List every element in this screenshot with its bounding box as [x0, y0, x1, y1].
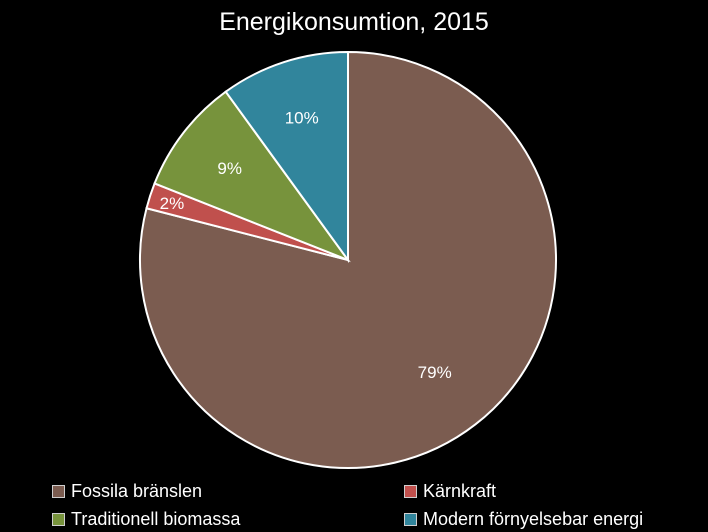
- slice-label-fossila: 79%: [418, 363, 452, 382]
- pie-slice-fornyelsebar: [224, 50, 349, 264]
- slice-label-fornyelsebar: 10%: [285, 109, 319, 128]
- chart-title: Energikonsumtion, 2015: [219, 8, 489, 36]
- slice-label-biomassa: 9%: [217, 159, 242, 178]
- slice-label-karnkraft: 2%: [160, 194, 185, 213]
- pie-slice-biomassa: [153, 90, 351, 263]
